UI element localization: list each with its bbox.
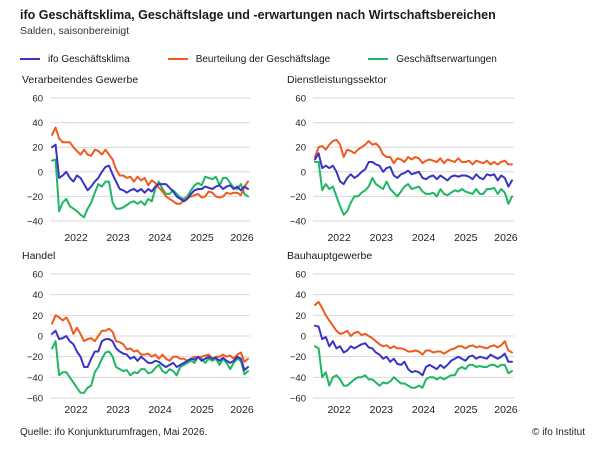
y-tick-label-handel: 20 xyxy=(32,311,43,322)
panel-bauhauptgewerbe: Bauhauptgewerbe 60 40 20 0 −20 −40 −60 2022 2023 2… xyxy=(287,250,518,416)
x-tick-label-dienstleistungssektor: 2023 xyxy=(370,232,394,244)
y-tick-label-handel: −60 xyxy=(27,394,43,405)
panel-title-handel: Handel xyxy=(22,250,55,262)
series-line-erwartungen-dienstleistungssektor xyxy=(314,161,513,216)
x-tick-label-dienstleistungssektor: 2024 xyxy=(412,232,436,244)
y-tick-label-handel: 0 xyxy=(38,332,43,343)
y-tick-label-handel: 60 xyxy=(32,270,43,281)
series-line-lage-dienstleistungssektor xyxy=(314,138,513,166)
x-tick-label-handel: 2026 xyxy=(230,404,254,416)
x-tick-label-dienstleistungssektor: 2026 xyxy=(494,232,518,244)
y-tick-label-bauhauptgewerbe: 60 xyxy=(295,270,306,281)
y-tick-label-bauhauptgewerbe: 0 xyxy=(301,332,306,343)
y-tick-label-handel: −20 xyxy=(27,352,43,363)
y-tick-label-dienstleistungssektor: 40 xyxy=(295,118,306,129)
series-line-klima-dienstleistungssektor xyxy=(314,152,513,188)
y-tick-label-bauhauptgewerbe: 40 xyxy=(295,290,306,301)
x-tick-label-handel: 2025 xyxy=(190,404,214,416)
legend-item-klima: ifo Geschäftsklima xyxy=(20,54,130,65)
legend: ifo Geschäftsklima Beurteilung der Gesch… xyxy=(20,52,535,66)
y-tick-label-dienstleistungssektor: 60 xyxy=(295,94,306,105)
x-tick-label-dienstleistungssektor: 2022 xyxy=(327,232,351,244)
y-tick-label-verarbeitendes-gewerbe: 0 xyxy=(38,167,43,178)
source-note: Quelle: ifo Konjunkturumfragen, Mai 2026… xyxy=(20,427,208,438)
panel-verarbeitendes-gewerbe: Verarbeitendes Gewerbe 60 40 20 0 −20 −40 2022 2… xyxy=(22,74,254,244)
legend-label-klima: ifo Geschäftsklima xyxy=(48,53,130,65)
x-tick-label-bauhauptgewerbe: 2024 xyxy=(412,404,436,416)
y-tick-label-bauhauptgewerbe: −20 xyxy=(290,352,306,363)
panel-handel: Handel 60 40 20 0 −20 −40 −60 2022 2023 2024 2025 20… xyxy=(22,250,254,416)
copyright-note: © ifo Institut xyxy=(532,427,585,438)
y-tick-label-verarbeitendes-gewerbe: −40 xyxy=(27,217,43,228)
legend-label-erwartungen: Geschäftserwartungen xyxy=(396,53,497,65)
x-tick-label-dienstleistungssektor: 2025 xyxy=(454,232,478,244)
legend-swatch-erwartungen xyxy=(368,58,389,60)
x-tick-label-verarbeitendes-gewerbe: 2024 xyxy=(148,232,172,244)
y-tick-label-bauhauptgewerbe: −60 xyxy=(290,394,306,405)
panel-dienstleistungssektor: Dienstleistungssektor 60 40 20 0 −20 −40 2022 20… xyxy=(287,74,518,244)
y-tick-label-handel: −40 xyxy=(27,373,43,384)
series-line-lage-handel xyxy=(51,314,249,363)
y-tick-label-bauhauptgewerbe: 20 xyxy=(295,311,306,322)
page-title: ifo Geschäftsklima, Geschäftslage und -e… xyxy=(20,8,496,22)
legend-item-lage: Beurteilung der Geschäftslage xyxy=(167,53,331,65)
series-line-klima-verarbeitendes-gewerbe xyxy=(51,143,249,203)
page-subtitle: Salden, saisonbereinigt xyxy=(20,25,130,37)
legend-label-lage: Beurteilung der Geschäftslage xyxy=(195,53,331,65)
series-line-klima-bauhauptgewerbe xyxy=(314,324,513,377)
y-tick-label-verarbeitendes-gewerbe: −20 xyxy=(27,192,43,203)
y-tick-label-verarbeitendes-gewerbe: 60 xyxy=(32,94,43,105)
legend-swatch-lage xyxy=(167,58,188,60)
legend-item-erwartungen: Geschäftserwartungen xyxy=(368,54,497,65)
panel-title-dienstleistungssektor: Dienstleistungssektor xyxy=(287,74,387,86)
series-line-klima-handel xyxy=(51,329,249,372)
y-tick-label-handel: 40 xyxy=(32,290,43,301)
x-tick-label-handel: 2024 xyxy=(148,404,172,416)
panel-title-bauhauptgewerbe: Bauhauptgewerbe xyxy=(287,250,372,262)
panel-title-verarbeitendes-gewerbe: Verarbeitendes Gewerbe xyxy=(22,74,138,86)
x-tick-label-bauhauptgewerbe: 2025 xyxy=(454,404,478,416)
x-tick-label-bauhauptgewerbe: 2023 xyxy=(370,404,394,416)
x-tick-label-handel: 2023 xyxy=(106,404,130,416)
x-tick-label-handel: 2022 xyxy=(64,404,88,416)
series-line-lage-verarbeitendes-gewerbe xyxy=(51,126,249,205)
y-tick-label-dienstleistungssektor: −20 xyxy=(290,192,306,203)
legend-swatch-klima xyxy=(20,58,40,60)
x-tick-label-verarbeitendes-gewerbe: 2026 xyxy=(230,232,254,244)
x-tick-label-bauhauptgewerbe: 2026 xyxy=(494,404,518,416)
y-tick-label-verarbeitendes-gewerbe: 40 xyxy=(32,118,43,129)
x-tick-label-verarbeitendes-gewerbe: 2022 xyxy=(64,232,88,244)
x-tick-label-verarbeitendes-gewerbe: 2023 xyxy=(106,232,130,244)
y-tick-label-dienstleistungssektor: 20 xyxy=(295,143,306,154)
series-line-lage-bauhauptgewerbe xyxy=(314,300,513,356)
series-line-erwartungen-handel xyxy=(51,340,249,394)
series-line-erwartungen-verarbeitendes-gewerbe xyxy=(51,158,249,219)
x-tick-label-verarbeitendes-gewerbe: 2025 xyxy=(190,232,214,244)
y-tick-label-dienstleistungssektor: −40 xyxy=(290,217,306,228)
series-line-erwartungen-bauhauptgewerbe xyxy=(314,345,513,389)
y-tick-label-bauhauptgewerbe: −40 xyxy=(290,373,306,384)
x-tick-label-bauhauptgewerbe: 2022 xyxy=(327,404,351,416)
y-tick-label-dienstleistungssektor: 0 xyxy=(301,167,306,178)
y-tick-label-verarbeitendes-gewerbe: 20 xyxy=(32,143,43,154)
